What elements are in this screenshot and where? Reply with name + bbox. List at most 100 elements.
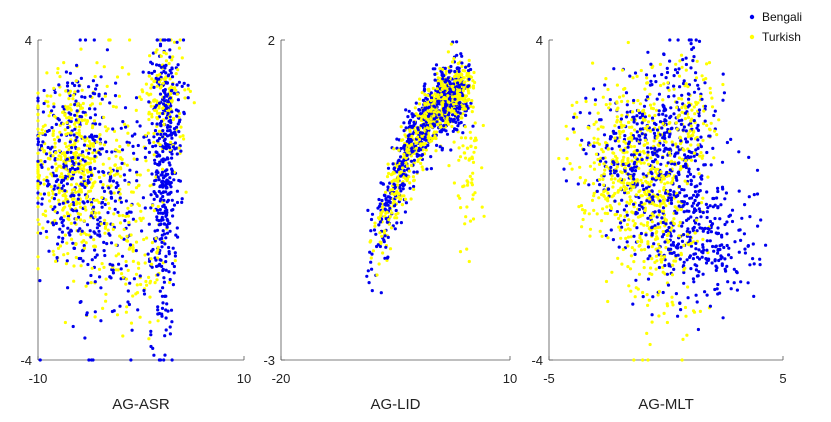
x-tick-label: -10	[29, 371, 48, 386]
point-bengali	[737, 250, 741, 254]
point-bengali	[703, 104, 708, 108]
point-turkish	[155, 84, 159, 88]
point-turkish	[434, 149, 438, 153]
point-turkish	[408, 181, 412, 185]
point-turkish	[578, 165, 582, 169]
point-bengali	[698, 182, 702, 186]
point-turkish	[631, 76, 635, 80]
point-bengali	[170, 75, 175, 79]
point-bengali	[62, 165, 66, 169]
point-bengali	[677, 67, 681, 71]
point-bengali	[65, 259, 69, 263]
point-bengali	[687, 97, 691, 101]
point-turkish	[440, 87, 444, 91]
point-bengali	[81, 150, 85, 154]
point-bengali	[720, 185, 725, 189]
point-bengali	[155, 103, 159, 107]
point-bengali	[682, 233, 686, 237]
point-bengali	[662, 109, 666, 113]
point-turkish	[670, 226, 674, 230]
point-turkish	[639, 222, 643, 226]
point-bengali	[117, 262, 121, 266]
point-bengali	[638, 138, 642, 142]
point-turkish	[121, 213, 125, 218]
point-turkish	[402, 194, 406, 198]
point-bengali	[151, 144, 155, 149]
point-turkish	[101, 306, 105, 310]
point-turkish	[102, 115, 106, 119]
point-bengali	[681, 58, 685, 62]
point-turkish	[40, 147, 44, 151]
point-turkish	[629, 145, 633, 149]
point-turkish	[677, 156, 682, 160]
point-bengali	[168, 277, 172, 282]
point-bengali	[128, 168, 132, 172]
point-turkish	[48, 199, 52, 203]
point-turkish	[630, 118, 634, 122]
point-turkish	[650, 320, 654, 324]
point-turkish	[640, 181, 645, 185]
point-turkish	[148, 295, 152, 299]
x-tick-label: -5	[543, 371, 555, 386]
point-turkish	[584, 178, 588, 182]
point-turkish	[655, 235, 659, 239]
point-bengali	[181, 38, 186, 42]
point-bengali	[147, 259, 152, 263]
point-bengali	[165, 200, 169, 204]
point-bengali	[168, 325, 172, 329]
point-bengali	[443, 110, 447, 114]
point-bengali	[696, 138, 700, 142]
point-bengali	[72, 161, 76, 165]
point-bengali	[167, 161, 171, 165]
point-turkish	[681, 337, 685, 341]
point-bengali	[714, 268, 718, 272]
point-bengali	[625, 240, 629, 244]
point-turkish	[377, 217, 381, 221]
point-turkish	[699, 151, 703, 155]
point-bengali	[668, 38, 672, 42]
point-turkish	[626, 235, 631, 239]
point-turkish	[624, 236, 628, 240]
point-bengali	[664, 222, 668, 226]
point-bengali	[617, 245, 621, 249]
point-turkish	[642, 259, 646, 264]
point-turkish	[72, 279, 76, 283]
point-turkish	[622, 155, 626, 159]
point-turkish	[148, 54, 152, 58]
point-bengali	[662, 149, 666, 153]
point-turkish	[40, 128, 44, 132]
point-turkish	[36, 196, 40, 200]
point-bengali	[71, 155, 75, 160]
point-turkish	[653, 167, 657, 171]
point-turkish	[36, 151, 40, 155]
point-turkish	[77, 170, 81, 174]
point-bengali	[645, 199, 649, 203]
point-turkish	[93, 74, 97, 79]
point-bengali	[682, 125, 687, 129]
point-bengali	[608, 98, 612, 102]
point-bengali	[120, 161, 124, 165]
point-bengali	[649, 146, 653, 150]
point-turkish	[570, 167, 574, 171]
point-bengali	[678, 301, 682, 305]
point-bengali	[168, 125, 172, 129]
point-bengali	[692, 225, 696, 229]
point-turkish	[471, 160, 476, 164]
point-bengali	[724, 191, 729, 195]
point-turkish	[65, 107, 69, 111]
point-bengali	[154, 258, 158, 262]
point-bengali	[161, 176, 166, 180]
point-bengali	[126, 289, 130, 293]
point-bengali	[694, 247, 698, 251]
point-bengali	[102, 249, 106, 253]
point-bengali	[149, 206, 153, 210]
point-turkish	[93, 198, 97, 202]
point-turkish	[419, 156, 423, 160]
point-turkish	[147, 112, 151, 116]
point-turkish	[648, 342, 652, 347]
point-bengali	[453, 97, 457, 101]
point-turkish	[628, 195, 632, 199]
point-bengali	[576, 182, 580, 186]
point-bengali	[147, 222, 151, 226]
point-bengali	[147, 71, 151, 75]
